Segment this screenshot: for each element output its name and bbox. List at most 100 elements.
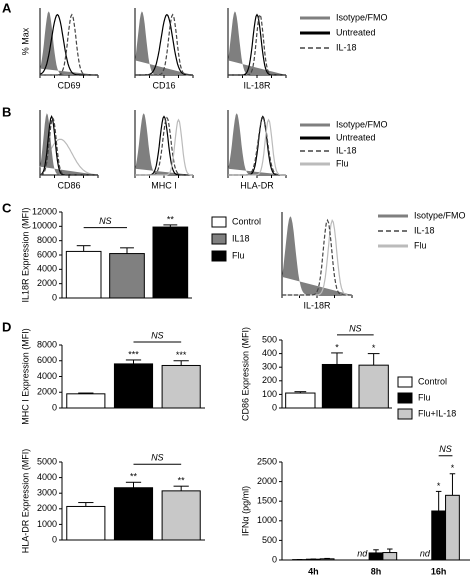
panel-label: B [2,104,11,119]
y-tick-label: 3000 [37,488,57,498]
y-tick-label: 4000 [37,371,57,381]
bracket-label: NS [151,453,164,463]
nd-label: nd [420,548,431,558]
flow-curve [39,115,98,176]
y-axis-label: % Max [20,27,30,55]
bracket-label: NS [99,216,112,226]
y-tick-label: 12000 [32,206,57,216]
significance: ** [178,476,186,486]
y-tick-label: 2000 [37,387,57,397]
legend-label: Isotype/FMO [336,119,388,129]
legend-swatch [211,250,227,262]
bar [445,494,460,561]
legend-label: IL-18 [414,225,435,235]
y-tick-label: 100 [262,389,277,399]
bar [382,552,398,561]
x-axis-label: CD69 [57,80,80,90]
legend-label: IL-18 [336,42,357,52]
bar [161,490,201,541]
significance: * [437,481,441,491]
x-axis-label: IL-18R [243,80,271,90]
flow-curve [228,118,286,176]
legend-swatch [397,376,413,388]
legend-label: Untreated [336,132,376,142]
flow-curve [282,216,352,295]
x-axis-label: HLA-DR [240,180,274,190]
y-tick-label: 2000 [37,503,57,513]
y-tick-label: 300 [262,362,277,372]
legend-label: IL18 [232,233,250,243]
flow-curve [282,218,352,296]
legend-swatch [397,392,413,404]
bar [152,226,189,299]
significance: *** [176,350,187,360]
legend-label: Flu [418,392,431,402]
flow-curve [228,11,286,75]
y-tick-label: 0 [52,292,57,302]
x-tick-label: 16h [431,566,447,576]
y-axis-label: MHC I Expression (MFI) [20,328,30,425]
flow-curve [228,113,286,175]
legend-label: Untreated [336,27,376,37]
legend-swatch [211,233,227,245]
bar [113,363,154,409]
bracket-label: NS [349,323,362,333]
y-axis-label: IL18R Expression (MFI) [20,207,30,302]
flow-curve [135,113,193,175]
x-tick-label: 8h [371,566,382,576]
y-tick-label: 0 [272,402,277,412]
x-tick-label: 4h [308,566,319,576]
flow-curve [135,118,193,176]
significance: * [451,463,455,473]
significance: * [372,343,376,353]
y-tick-label: 10000 [32,221,57,231]
legend-label: Isotype/FMO [336,12,388,22]
y-axis-label: HLA-DR Expression (MFI) [20,449,30,554]
nd-label: nd [357,548,368,558]
y-tick-label: 200 [262,375,277,385]
flow-curve [135,11,193,75]
legend-label: Flu+IL-18 [418,408,456,418]
y-tick-label: 500 [262,334,277,344]
y-tick-label: 8000 [37,235,57,245]
bar [65,250,102,299]
legend-label: Control [232,216,261,226]
flow-curve [135,13,193,76]
y-tick-label: 400 [262,348,277,358]
bar [285,392,316,409]
x-axis-label: MHC I [151,180,177,190]
legend-label: Flu [232,250,245,260]
panel-label: C [2,200,12,215]
y-tick-label: 0 [272,554,277,564]
legend-label: Isotype/FMO [414,210,466,220]
y-tick-label: 4000 [37,264,57,274]
bar [161,364,201,409]
bar [368,552,384,561]
flow-curve [40,11,98,75]
x-axis-label: CD16 [152,80,175,90]
legend-swatch [211,216,227,228]
flow-curve [282,218,352,296]
y-tick-label: 0 [52,402,57,412]
panel-label: D [2,319,11,334]
significance: *** [128,349,139,359]
bar [66,505,106,541]
x-axis-label: IL-18R [303,300,331,310]
y-tick-label: 8000 [37,339,57,349]
bracket-label: NS [151,330,164,340]
y-tick-label: 6000 [37,355,57,365]
significance: ** [130,472,138,482]
flow-curve [228,13,286,76]
y-tick-label: 1500 [257,496,277,506]
bar [109,253,145,299]
bar [319,558,335,561]
y-axis-label: CD86 Expression (MFI) [240,327,250,421]
bar [321,363,353,409]
bar [66,393,106,409]
y-tick-label: 6000 [37,249,57,259]
flow-curve [40,113,98,175]
panel-label: A [2,0,12,15]
bar [431,510,447,561]
y-tick-label: 4000 [37,472,57,482]
